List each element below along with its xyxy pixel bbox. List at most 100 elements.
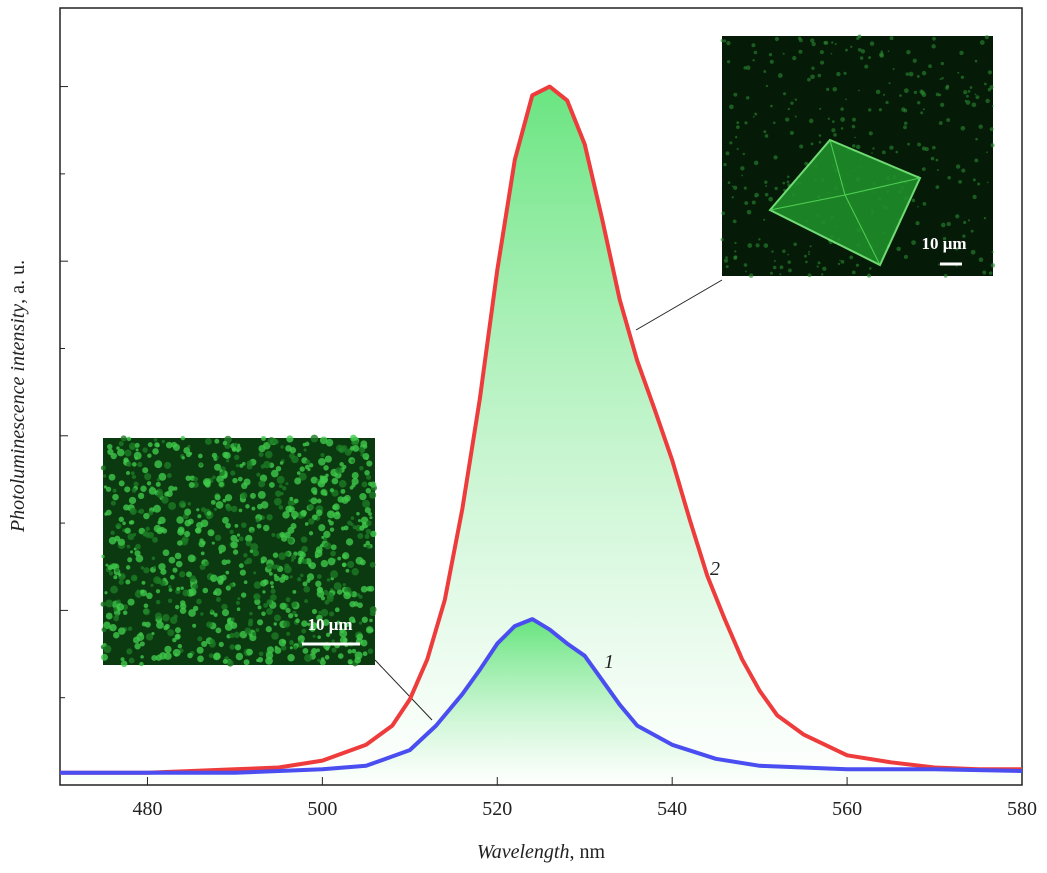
texture: [798, 38, 803, 43]
texture: [301, 545, 308, 553]
texture: [285, 597, 291, 603]
texture: [336, 589, 343, 595]
texture: [370, 629, 374, 633]
x-axis-label: Wavelength, nm: [477, 841, 606, 863]
texture: [205, 438, 212, 445]
texture: [104, 512, 108, 516]
texture: [821, 273, 824, 276]
texture: [147, 453, 152, 458]
texture: [366, 520, 372, 527]
scale-label: 10 μm: [921, 234, 966, 253]
texture: [189, 575, 197, 582]
texture: [368, 491, 377, 499]
texture: [763, 243, 769, 248]
texture: [328, 520, 334, 526]
texture: [356, 593, 361, 597]
texture: [224, 494, 233, 502]
texture: [243, 553, 248, 558]
texture: [959, 50, 964, 56]
texture: [304, 522, 309, 526]
texture: [260, 464, 266, 469]
texture: [301, 558, 308, 565]
texture: [261, 435, 267, 441]
texture: [200, 612, 204, 616]
texture: [964, 99, 967, 103]
texture: [223, 451, 231, 459]
texture: [333, 582, 342, 591]
x-tick-label: 560: [832, 798, 862, 820]
texture: [140, 566, 145, 570]
texture: [764, 192, 769, 197]
texture: [736, 121, 740, 125]
texture: [839, 259, 841, 262]
texture: [359, 493, 367, 501]
texture: [297, 550, 304, 557]
texture: [351, 648, 357, 654]
texture: [137, 462, 143, 468]
texture: [162, 614, 170, 622]
texture: [752, 59, 755, 62]
texture: [827, 117, 831, 120]
texture: [882, 93, 886, 96]
texture: [911, 240, 916, 245]
texture: [819, 50, 824, 55]
texture: [174, 653, 178, 657]
texture: [249, 492, 256, 499]
texture: [159, 580, 166, 587]
texture: [324, 655, 330, 660]
texture: [218, 641, 224, 648]
texture: [343, 591, 352, 600]
texture: [764, 134, 769, 138]
texture: [849, 255, 854, 260]
texture: [254, 598, 261, 606]
texture: [116, 448, 125, 457]
texture: [810, 38, 815, 43]
texture: [127, 557, 133, 563]
texture: [978, 124, 983, 129]
texture: [287, 537, 294, 544]
texture: [298, 472, 307, 481]
texture: [186, 571, 192, 578]
texture: [991, 251, 994, 254]
texture: [779, 273, 782, 276]
texture: [231, 447, 237, 452]
texture: [139, 661, 144, 667]
texture: [237, 597, 241, 601]
texture: [167, 629, 175, 637]
texture: [323, 589, 329, 595]
texture: [782, 181, 786, 185]
texture: [233, 631, 241, 639]
texture: [235, 600, 240, 605]
texture: [200, 519, 209, 528]
texture: [130, 445, 135, 450]
texture: [367, 627, 371, 632]
x-axis-unit: , nm: [570, 841, 606, 863]
texture: [868, 131, 873, 136]
texture: [229, 632, 235, 639]
texture: [279, 576, 286, 583]
texture: [293, 498, 299, 504]
texture: [318, 457, 326, 466]
texture: [889, 145, 894, 150]
texture: [304, 654, 312, 662]
texture: [878, 108, 883, 112]
texture: [141, 580, 146, 585]
texture: [208, 653, 214, 659]
texture: [793, 242, 797, 246]
texture: [187, 652, 193, 659]
texture: [256, 472, 261, 477]
texture: [180, 603, 187, 610]
texture: [327, 557, 336, 566]
texture: [989, 127, 994, 132]
texture: [903, 254, 908, 259]
texture: [928, 64, 932, 69]
texture: [782, 249, 786, 254]
texture: [236, 607, 241, 611]
texture: [816, 265, 819, 268]
texture: [135, 543, 141, 550]
texture: [936, 169, 939, 172]
texture: [843, 71, 847, 75]
texture: [137, 510, 141, 514]
texture: [318, 611, 322, 615]
texture: [143, 512, 150, 520]
